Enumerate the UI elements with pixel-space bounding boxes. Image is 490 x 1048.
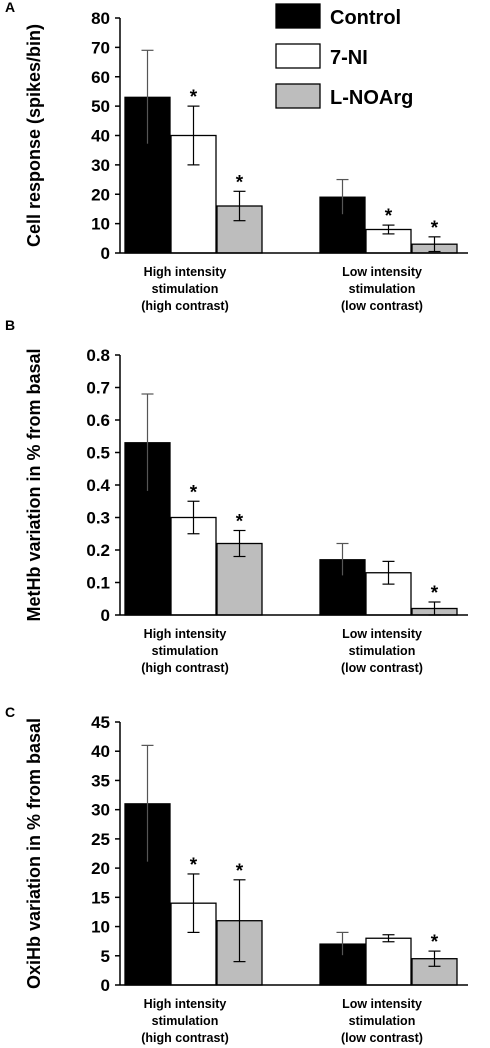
y-tick-label: 30 bbox=[91, 156, 110, 175]
y-tick-label: 0.8 bbox=[86, 346, 110, 365]
panel-B: B 0 0.1 0.2 0.3 0.4 0.5 0.6 0.7 0.8 MetHb variatio… bbox=[5, 317, 468, 675]
panel-label: B bbox=[5, 317, 15, 333]
significance-star: * bbox=[431, 932, 439, 953]
significance-star: * bbox=[190, 87, 198, 108]
y-tick-label: 5 bbox=[101, 947, 110, 966]
category-label: High intensity bbox=[144, 265, 227, 279]
y-tick-label: 25 bbox=[91, 830, 110, 849]
significance-star: * bbox=[385, 206, 393, 227]
y-tick-label: 45 bbox=[91, 713, 110, 732]
category-label: stimulation bbox=[349, 282, 416, 296]
category-label: High intensity bbox=[144, 997, 227, 1011]
legend-label: L-NOArg bbox=[330, 87, 413, 109]
panel-C: C 0 5 10 15 20 25 30 35 40 45 OxiHb variation in % … bbox=[5, 704, 468, 1045]
legend: Control 7-NI L-NOArg bbox=[275, 3, 413, 109]
category-label: stimulation bbox=[152, 644, 219, 658]
y-tick-label: 0.1 bbox=[86, 574, 110, 593]
significance-star: * bbox=[236, 512, 244, 533]
y-tick-label: 80 bbox=[91, 9, 110, 28]
y-tick-label: 60 bbox=[91, 68, 110, 87]
y-tick-label: 0 bbox=[101, 606, 110, 625]
y-tick-label: 10 bbox=[91, 918, 110, 937]
y-tick-label: 30 bbox=[91, 801, 110, 820]
category-label: stimulation bbox=[349, 1014, 416, 1028]
y-tick-label: 0.2 bbox=[86, 541, 110, 560]
category-label: (low contrast) bbox=[341, 299, 423, 313]
significance-star: * bbox=[431, 218, 439, 239]
y-tick-label: 0 bbox=[101, 976, 110, 995]
legend-swatch bbox=[275, 3, 321, 29]
y-tick-label: 40 bbox=[91, 742, 110, 761]
category-label: (low contrast) bbox=[341, 661, 423, 675]
significance-star: * bbox=[431, 583, 439, 604]
y-tick-label: 70 bbox=[91, 38, 110, 57]
y-axis-title: Cell response (spikes/bin) bbox=[24, 24, 44, 247]
y-tick-label: 0 bbox=[101, 244, 110, 263]
y-tick-label: 40 bbox=[91, 127, 110, 146]
category-label: High intensity bbox=[144, 627, 227, 641]
category-label: (high contrast) bbox=[141, 661, 229, 675]
y-tick-label: 20 bbox=[91, 185, 110, 204]
category-label: stimulation bbox=[152, 1014, 219, 1028]
category-label: Low intensity bbox=[342, 265, 422, 279]
significance-star: * bbox=[236, 861, 244, 882]
y-tick-label: 0.5 bbox=[86, 444, 110, 463]
y-tick-label: 15 bbox=[91, 888, 110, 907]
significance-star: * bbox=[190, 855, 198, 876]
y-tick-label: 0.7 bbox=[86, 379, 110, 398]
significance-star: * bbox=[190, 482, 198, 503]
bar-7-ni bbox=[365, 937, 412, 986]
category-label: (high contrast) bbox=[141, 299, 229, 313]
y-tick-label: 20 bbox=[91, 859, 110, 878]
category-label: stimulation bbox=[349, 644, 416, 658]
significance-star: * bbox=[236, 172, 244, 193]
category-label: (low contrast) bbox=[341, 1031, 423, 1045]
category-label: stimulation bbox=[152, 282, 219, 296]
y-axis-title: OxiHb variation in % from basal bbox=[24, 718, 44, 989]
legend-swatch bbox=[275, 83, 321, 109]
category-label: (high contrast) bbox=[141, 1031, 229, 1045]
y-tick-label: 10 bbox=[91, 215, 110, 234]
panel-label: C bbox=[5, 704, 15, 720]
panel-A: A 0 10 20 30 40 50 60 70 80 Cell response (spikes/… bbox=[5, 0, 468, 313]
y-tick-label: 50 bbox=[91, 97, 110, 116]
y-axis-title: MetHb variation in % from basal bbox=[24, 348, 44, 621]
category-label: Low intensity bbox=[342, 997, 422, 1011]
y-tick-label: 35 bbox=[91, 771, 110, 790]
category-label: Low intensity bbox=[342, 627, 422, 641]
panel-label: A bbox=[5, 0, 15, 15]
y-tick-label: 0.4 bbox=[86, 476, 110, 495]
legend-swatch bbox=[275, 43, 321, 69]
y-tick-label: 0.3 bbox=[86, 509, 110, 528]
legend-label: 7-NI bbox=[330, 47, 368, 69]
y-tick-label: 0.6 bbox=[86, 411, 110, 430]
legend-label: Control bbox=[330, 7, 401, 29]
